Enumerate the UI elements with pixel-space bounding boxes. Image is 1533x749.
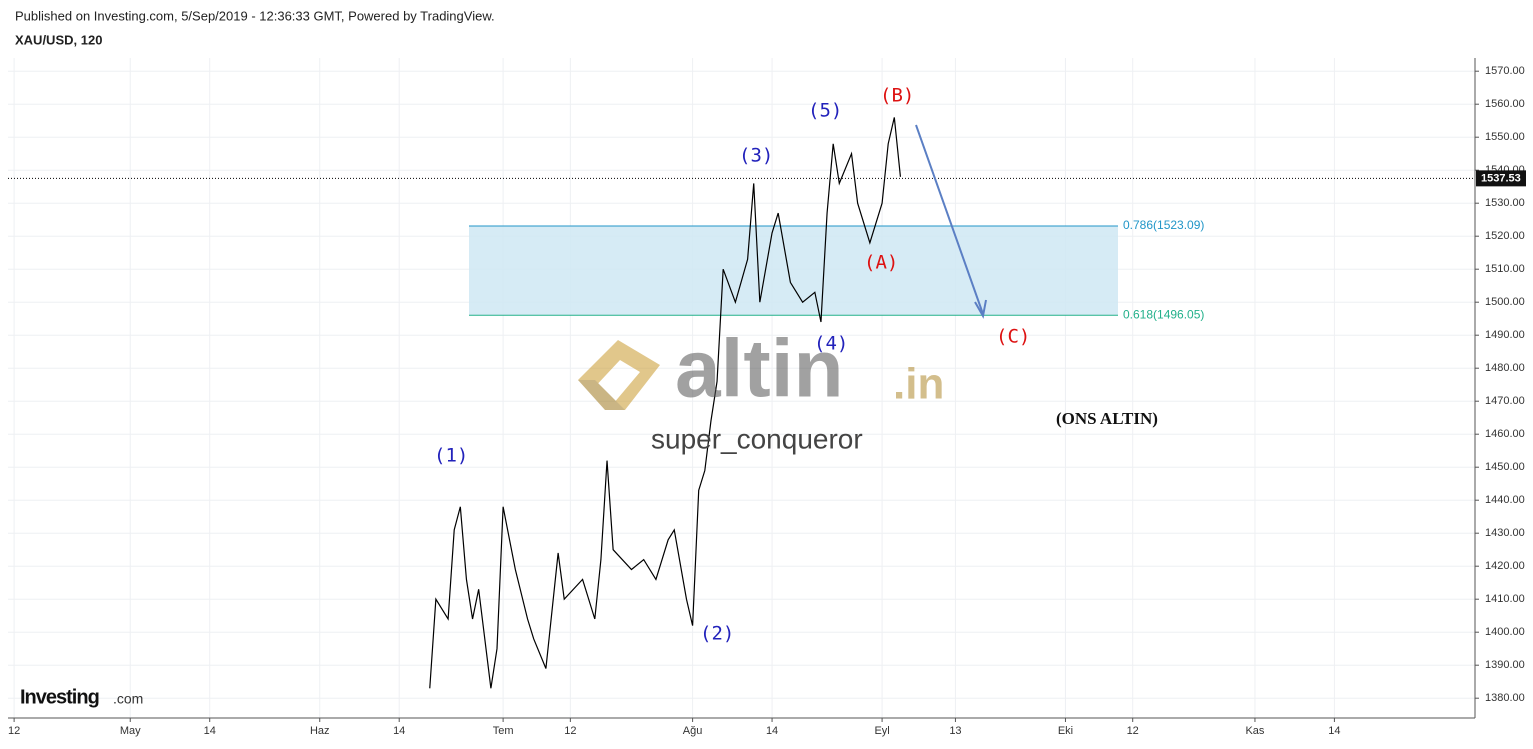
last-price-label: 1537.53 <box>1481 172 1521 184</box>
last-price-box <box>1476 170 1526 187</box>
y-tick-label: 1410.00 <box>1485 593 1525 605</box>
brand-suffix: .in <box>893 360 944 409</box>
y-tick-label: 1570.00 <box>1485 65 1525 77</box>
y-tick-label: 1480.00 <box>1485 362 1525 374</box>
logo-suffix: .com <box>113 691 143 707</box>
wave-label: (C) <box>996 326 1030 348</box>
x-tick-label: Eki <box>1058 725 1073 737</box>
y-tick-label: 1470.00 <box>1485 395 1525 407</box>
wave-label: (1) <box>434 445 468 467</box>
note: (ONS ALTIN) <box>1056 409 1158 428</box>
logo: Investing <box>20 686 99 708</box>
x-tick-label: 12 <box>1127 725 1139 737</box>
x-tick-label: Ağu <box>683 725 703 737</box>
watermark: altin .in <box>578 324 944 415</box>
y-tick-label: 1550.00 <box>1485 131 1525 143</box>
y-tick-label: 1520.00 <box>1485 230 1525 242</box>
brand: altin <box>675 324 844 415</box>
price-line <box>429 117 902 689</box>
y-tick-label: 1390.00 <box>1485 659 1525 671</box>
wave-label: (4) <box>814 333 848 355</box>
wave-label: (2) <box>700 623 734 645</box>
y-tick-label: 1490.00 <box>1485 329 1525 341</box>
wave-label: (3) <box>739 145 773 167</box>
y-tick-label: 1510.00 <box>1485 263 1525 275</box>
x-tick-label: 12 <box>8 725 20 737</box>
wave-label: (B) <box>880 85 914 107</box>
wave-label: (5) <box>808 100 842 122</box>
y-tick-label: 1500.00 <box>1485 296 1525 308</box>
y-tick-label: 1530.00 <box>1485 197 1525 209</box>
x-tick-label: Eyl <box>874 725 889 737</box>
x-tick-label: Haz <box>310 725 330 737</box>
published-line: Published on Investing.com, 5/Sep/2019 -… <box>15 8 495 23</box>
y-tick-label: 1560.00 <box>1485 98 1525 110</box>
y-tick-label: 1450.00 <box>1485 461 1525 473</box>
arrow <box>915 124 987 319</box>
x-tick-label: 13 <box>949 725 961 737</box>
x-tick-label: May <box>120 725 141 737</box>
y-tick-label: 1420.00 <box>1485 560 1525 572</box>
wave-label: (A) <box>864 252 898 274</box>
x-tick-label: 14 <box>766 725 778 737</box>
x-tick-label: 14 <box>204 725 216 737</box>
logo-mark <box>578 380 625 410</box>
y-tick-label: 1430.00 <box>1485 527 1525 539</box>
x-tick-label: 14 <box>1328 725 1340 737</box>
y-tick-label: 1460.00 <box>1485 428 1525 440</box>
fib-label: 0.786(1523.09) <box>1123 218 1204 232</box>
y-tick-label: 1380.00 <box>1485 692 1525 704</box>
fib-zone <box>469 226 1118 316</box>
fib-label: 0.618(1496.05) <box>1123 307 1204 321</box>
x-tick-label: Kas <box>1245 725 1264 737</box>
x-tick-label: 14 <box>393 725 405 737</box>
y-tick-label: 1400.00 <box>1485 626 1525 638</box>
author: super_conqueror <box>651 423 863 454</box>
y-tick-label: 1440.00 <box>1485 494 1525 506</box>
logo-mark <box>578 340 660 410</box>
x-tick-label: 12 <box>564 725 576 737</box>
x-tick-label: Tem <box>493 725 514 737</box>
symbol: XAU/USD, 120 <box>15 32 102 47</box>
